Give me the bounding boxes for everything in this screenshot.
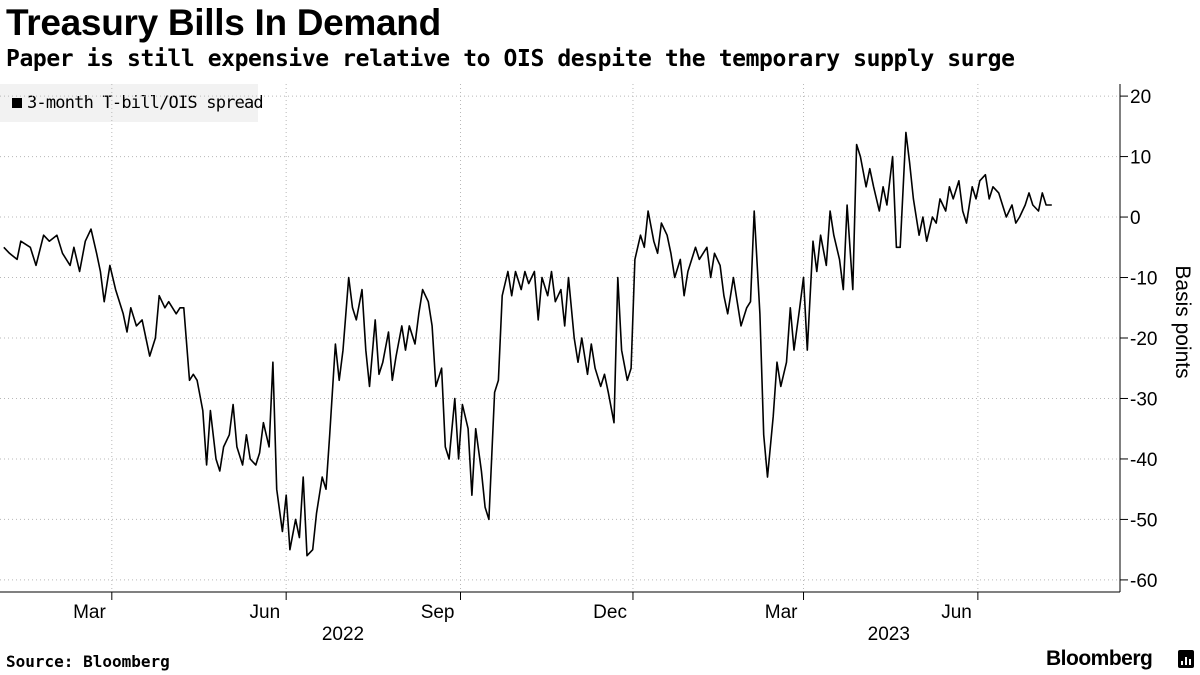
year-label: 2023 <box>868 624 910 645</box>
bloomberg-icon <box>1178 650 1194 668</box>
y-axis-title: Basis points <box>1171 265 1194 378</box>
chart-title: Treasury Bills In Demand <box>6 2 441 43</box>
y-tick-label: -20 <box>1130 329 1157 350</box>
y-tick-label: -10 <box>1130 269 1157 290</box>
year-label: 2022 <box>322 624 364 645</box>
x-tick-label: Jun <box>250 602 281 623</box>
x-tick-label: Sep <box>421 602 455 623</box>
y-tick-label: 20 <box>1130 87 1151 108</box>
series-line <box>3 131 1052 557</box>
brand-logo: Bloomberg <box>1046 647 1153 670</box>
y-tick-label: -50 <box>1130 510 1157 531</box>
y-tick-label: -30 <box>1130 389 1157 410</box>
y-tick-label: 10 <box>1130 148 1151 169</box>
x-tick-label: Dec <box>593 602 627 623</box>
y-tick-label: 0 <box>1130 208 1141 229</box>
x-tick-label: Jun <box>941 602 972 623</box>
chart-subtitle: Paper is still expensive relative to OIS… <box>6 46 1015 72</box>
x-tick-label: Mar <box>73 602 106 623</box>
y-tick-label: -60 <box>1130 571 1157 592</box>
y-tick-label: -40 <box>1130 450 1157 471</box>
x-tick-label: Mar <box>765 602 798 623</box>
legend-label: 3-month T-bill/OIS spread <box>27 93 264 113</box>
legend: 3-month T-bill/OIS spread <box>0 84 264 122</box>
legend-swatch <box>12 98 22 108</box>
source-note: Source: Bloomberg <box>6 652 170 671</box>
